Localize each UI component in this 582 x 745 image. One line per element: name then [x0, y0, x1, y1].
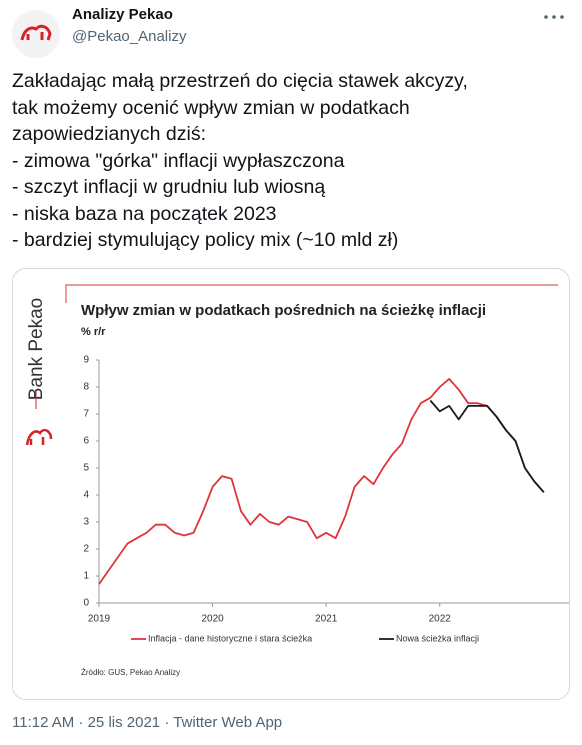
text-line: - zimowa "górka" inflacji wypłaszczona — [12, 149, 345, 172]
legend-label: Inflacja - dane historyczne i stara ście… — [148, 633, 312, 643]
display-name[interactable]: Analizy Pekao — [72, 6, 173, 23]
y-tick-label: 7 — [83, 409, 89, 420]
tweet-text: Zakładając małą przestrzeń do cięcia sta… — [12, 68, 468, 254]
y-tick-label: 4 — [83, 490, 89, 501]
y-tick-label: 8 — [83, 382, 89, 393]
more-menu[interactable] — [540, 10, 568, 24]
y-tick-label: 0 — [83, 598, 89, 609]
avatar[interactable] — [12, 10, 60, 58]
chart: Bank Pekao Wpływ zmian w podatkach pośre… — [13, 269, 569, 699]
y-tick-label: 6 — [83, 436, 89, 447]
handle[interactable]: @Pekao_Analizy — [72, 28, 187, 45]
chart-title: Wpływ zmian w podatkach pośrednich na śc… — [81, 302, 486, 319]
text-line: tak możemy ocenić wpływ zmian w podatkac… — [12, 96, 410, 119]
text-line: - niska baza na początek 2023 — [12, 202, 277, 225]
text-line: Zakładając małą przestrzeń do cięcia sta… — [12, 70, 468, 92]
y-tick-label: 1 — [83, 571, 89, 582]
source: Źródło: GUS, Pekao Analizy — [81, 668, 180, 677]
y-tick-label: 3 — [83, 517, 89, 528]
series-line — [98, 378, 545, 585]
legend-label: Nowa ścieżka inflacji — [396, 633, 479, 643]
text-line: - bardziej stymulujący policy mix (~10 m… — [12, 229, 399, 251]
text-line: zapowiedzianych dziś: — [12, 123, 207, 145]
y-tick-label: 5 — [83, 463, 89, 474]
timestamp[interactable]: 11:12 AM · 25 lis 2021 · Twitter Web App — [12, 714, 283, 731]
y-tick-label: 2 — [83, 544, 89, 555]
text-line: - szczyt inflacji w grudniu lub wiosną — [12, 176, 326, 198]
x-tick-label: 2019 — [88, 614, 111, 625]
x-tick-label: 2020 — [201, 614, 224, 625]
x-tick-label: 2021 — [315, 614, 338, 625]
x-tick-label: 2022 — [429, 614, 452, 625]
brand: Bank Pekao — [26, 298, 47, 400]
series-line — [429, 399, 545, 493]
y-tick-label: 9 — [83, 355, 89, 366]
image-card[interactable]: Bank Pekao Wpływ zmian w podatkach pośre… — [12, 268, 570, 700]
chart-subtitle: % r/r — [81, 326, 106, 338]
